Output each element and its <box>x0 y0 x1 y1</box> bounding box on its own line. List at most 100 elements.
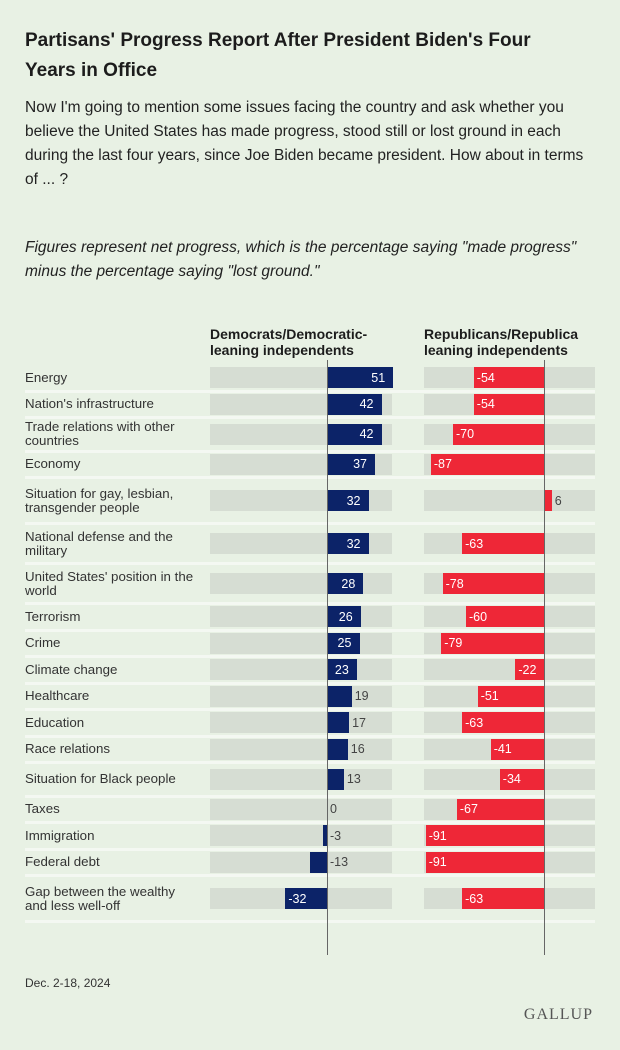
dem-value-label: 19 <box>354 689 369 704</box>
category-label: Situation for Black people <box>25 771 176 787</box>
category-label: Federal debt <box>25 854 100 870</box>
dem-track <box>210 825 392 847</box>
dem-bar <box>310 851 327 873</box>
dem-bar <box>327 606 361 628</box>
rep-bar <box>456 798 544 820</box>
rep-track <box>424 659 595 681</box>
rep-value-label: -63 <box>465 536 484 551</box>
rep-value-label: -60 <box>469 609 488 624</box>
dem-bar <box>327 423 382 445</box>
chart-row: National defense and the military 32 -63 <box>25 525 595 565</box>
chart-subtitle: Now I'm going to mention some issues fac… <box>25 99 584 188</box>
source-date: Dec. 2-18, 2024 <box>25 976 111 990</box>
rep-zero-line <box>544 360 545 955</box>
dem-track <box>210 573 392 594</box>
dem-value-label: 28 <box>341 576 356 591</box>
category-label: Immigration <box>25 827 95 843</box>
chart-row: Crime 25 -79 <box>25 632 595 658</box>
category-label: Race relations <box>25 741 110 757</box>
rep-value-label: -91 <box>428 828 447 843</box>
rep-value-label: -63 <box>465 891 484 906</box>
dem-value-label: 16 <box>350 742 365 757</box>
rep-value-label: -91 <box>428 855 447 870</box>
rep-bar <box>425 851 544 873</box>
dem-track <box>210 659 392 681</box>
category-label: Taxes <box>25 801 60 817</box>
category-label: Trade relations with other countries <box>25 419 175 449</box>
rep-bar <box>466 606 544 628</box>
dem-track <box>210 632 392 654</box>
category-label: Economy <box>25 456 81 472</box>
dem-column-header: Democrats/Democratic-leaning independent… <box>210 326 368 358</box>
dem-value-label: -32 <box>288 891 307 906</box>
dem-value-label: 42 <box>359 397 374 412</box>
rep-bar <box>473 367 544 389</box>
category-label: Energy <box>25 369 68 385</box>
category-label: United States' position in the world <box>25 568 194 598</box>
dem-value-label: 17 <box>352 715 366 730</box>
dem-value-label: 25 <box>337 636 352 651</box>
rep-bar <box>544 490 552 511</box>
chart-row: Terrorism 26 -60 <box>25 605 595 632</box>
chart-row: Economy 37 -87 <box>25 453 595 479</box>
dem-bar <box>327 738 348 760</box>
category-label: Healthcare <box>25 688 90 704</box>
category-label: Education <box>25 714 85 730</box>
dem-bar <box>285 888 327 909</box>
rep-bar <box>442 573 544 594</box>
rep-bar <box>462 533 544 554</box>
category-label: Climate change <box>25 661 118 677</box>
rep-track <box>424 490 595 511</box>
chart-row: Nation's infrastructure 42 -54 <box>25 393 595 419</box>
category-label: Nation's infrastructure <box>25 396 154 412</box>
chart-note: Figures represent net progress, which is… <box>25 239 577 280</box>
rep-value-label: -22 <box>518 662 537 677</box>
dem-bar <box>327 712 350 734</box>
dem-value-label: -3 <box>330 828 342 843</box>
dem-value-label: 37 <box>353 457 367 472</box>
dem-value-label: 13 <box>346 772 361 787</box>
dem-track <box>210 606 392 628</box>
rep-value-label: -87 <box>433 457 452 472</box>
rep-bar <box>462 888 544 909</box>
rep-value-label: -79 <box>444 636 463 651</box>
rep-column-header: Republicans/Republica leaning independen… <box>424 326 579 358</box>
rep-bar <box>499 768 544 790</box>
category-label: Situation for gay, lesbian, transgender … <box>25 485 174 515</box>
dem-bar <box>327 453 376 475</box>
dem-zero-line <box>327 360 328 955</box>
rep-bar <box>462 712 544 734</box>
dem-bar <box>327 685 352 707</box>
dem-bar <box>327 367 394 389</box>
dem-bar <box>327 393 382 415</box>
chart-row: Education 17 -63 <box>25 711 595 738</box>
category-label: Terrorism <box>25 608 81 624</box>
category-label: Crime <box>25 635 61 651</box>
rep-value-label: 6 <box>554 493 562 508</box>
dem-bar <box>327 768 344 790</box>
dem-track <box>210 768 392 790</box>
chart-row: Gap between the wealthy and less well-of… <box>25 877 595 923</box>
rep-value-label: -63 <box>465 715 484 730</box>
rep-bar <box>430 453 544 475</box>
dem-bar <box>327 533 369 554</box>
chart-row: Race relations 16 -41 <box>25 738 595 764</box>
chart-row: Energy 51 -54 <box>25 366 595 393</box>
gallup-logo: GALLUP <box>523 1006 593 1023</box>
rep-bar <box>453 423 544 445</box>
chart-row: Situation for Black people 13 -34 <box>25 764 595 798</box>
dem-value-label: 26 <box>338 609 353 624</box>
rep-value-label: -70 <box>456 427 475 442</box>
dem-value-label: 42 <box>359 427 374 442</box>
dem-track <box>210 851 392 873</box>
dem-bar <box>327 573 364 594</box>
chart-row: Trade relations with other countries 42 -7… <box>25 419 595 453</box>
chart-row: Situation for gay, lesbian, transgender … <box>25 479 595 525</box>
chart-title: Partisans' Progress Report After Preside… <box>25 30 531 81</box>
dem-value-label: 23 <box>334 662 349 677</box>
dem-value-label: -13 <box>330 855 349 870</box>
rep-bar <box>473 393 544 415</box>
category-label: National defense and the military <box>25 528 173 558</box>
chart-rows: Energy 51 -54 Nation's infrastructure 42 -54 T… <box>25 366 595 923</box>
